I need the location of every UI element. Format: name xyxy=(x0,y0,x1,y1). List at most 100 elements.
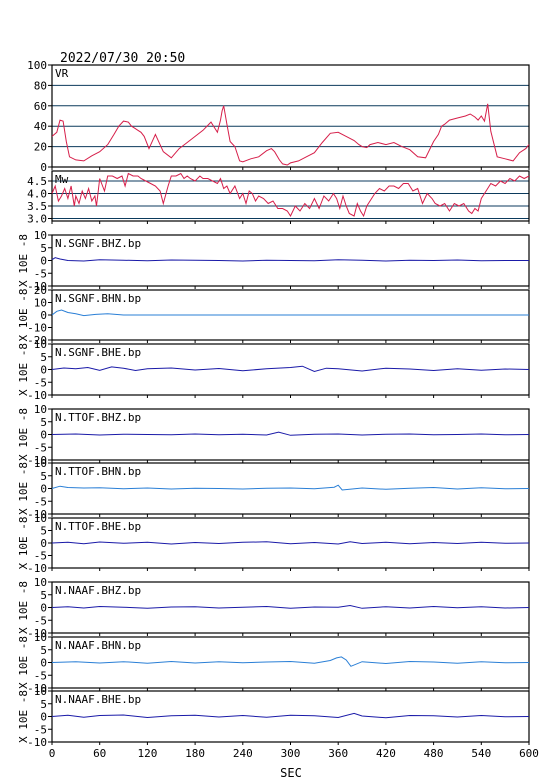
x-axis-label: SEC xyxy=(280,766,302,780)
y-tick-label: 0 xyxy=(40,483,47,496)
series-line-0 xyxy=(51,172,530,218)
y-tick-label: 20 xyxy=(34,284,47,297)
panel-label: VR xyxy=(55,67,69,80)
series-line-0 xyxy=(51,257,529,262)
series-line-0 xyxy=(51,604,530,609)
series-line-0 xyxy=(51,712,530,719)
y-tick-label: -5 xyxy=(34,267,47,280)
y-tick-label: 5 xyxy=(40,470,47,483)
y-tick-label: -5 xyxy=(34,495,47,508)
y-tick-label: -10 xyxy=(27,322,47,335)
panel-label: N.NAAF.BHN.bp xyxy=(55,639,141,652)
y-tick-label: 100 xyxy=(27,59,47,72)
y-tick-label: 0 xyxy=(40,602,47,615)
y-tick-label: -10 xyxy=(27,627,47,640)
y-tick-label: -10 xyxy=(27,454,47,467)
y-tick-label: 0 xyxy=(40,711,47,724)
y-axis-label: X 10E -8 xyxy=(17,690,30,743)
x-tick-label: 480 xyxy=(424,747,444,760)
series-line-0 xyxy=(51,103,530,166)
y-tick-label: -10 xyxy=(27,736,47,749)
y-tick-label: -10 xyxy=(27,508,47,521)
y-tick-label: -5 xyxy=(34,723,47,736)
y-tick-label: 40 xyxy=(34,120,47,133)
x-tick-label: 540 xyxy=(471,747,491,760)
panel-label: N.SGNF.BHZ.bp xyxy=(55,237,141,250)
panel-label: N.NAAF.BHE.bp xyxy=(55,693,141,706)
panel-frame xyxy=(51,64,530,168)
y-tick-label: 10 xyxy=(34,297,47,310)
panel-label: N.TTOF.BHE.bp xyxy=(55,520,141,533)
y-tick-label: -10 xyxy=(27,389,47,402)
y-axis-label: X 10E -8 xyxy=(17,343,30,396)
y-tick-label: 10 xyxy=(34,338,47,351)
y-tick-label: 3.0 xyxy=(27,213,47,226)
y-tick-label: -10 xyxy=(27,682,47,695)
series-line-0 xyxy=(51,309,529,317)
y-tick-label: 10 xyxy=(34,457,47,470)
y-tick-label: 60 xyxy=(34,100,47,113)
y-tick-label: 10 xyxy=(34,512,47,525)
y-tick-label: 10 xyxy=(34,229,47,242)
series-line-0 xyxy=(51,484,530,491)
y-tick-label: 5 xyxy=(40,351,47,364)
x-tick-label: 240 xyxy=(233,747,253,760)
figure-datetime: 2022/07/30 20:50 xyxy=(60,51,185,66)
panel-label: N.SGNF.BHN.bp xyxy=(55,292,141,305)
y-axis-label: X 10E -8 xyxy=(17,408,30,461)
y-axis-label: X 10E -8 xyxy=(17,462,30,515)
y-tick-label: 0 xyxy=(40,255,47,268)
y-tick-label: -5 xyxy=(34,550,47,563)
y-tick-label: 0 xyxy=(40,537,47,550)
x-tick-label: 420 xyxy=(376,747,396,760)
y-tick-label: 20 xyxy=(34,141,47,154)
series-line-0 xyxy=(51,431,530,436)
y-tick-label: -10 xyxy=(27,280,47,293)
y-tick-label: 5 xyxy=(40,589,47,602)
y-tick-label: 5 xyxy=(40,416,47,429)
y-tick-label: 10 xyxy=(34,631,47,644)
y-axis-label: X 10E -8 xyxy=(17,636,30,689)
y-tick-label: -5 xyxy=(34,376,47,389)
panel-0: 0 20 40 60 80 100 VR xyxy=(27,59,530,174)
y-tick-label: 4.0 xyxy=(27,188,47,201)
y-axis-label: X 10E -8 xyxy=(17,517,30,570)
y-axis-label: X 10E -8 xyxy=(17,289,30,342)
x-tick-label: 120 xyxy=(137,747,157,760)
x-tick-label: 360 xyxy=(328,747,348,760)
series-line-0 xyxy=(51,365,530,373)
panel-1: 3.03.54.04.5 Mw xyxy=(27,170,530,226)
y-axis-label: X 10E -8 xyxy=(17,581,30,634)
x-tick-label: 0 xyxy=(49,747,56,760)
y-tick-label: 0 xyxy=(40,429,47,442)
series-line-0 xyxy=(51,541,530,545)
x-tick-label: 600 xyxy=(519,747,539,760)
x-tick-label: 60 xyxy=(93,747,106,760)
y-tick-label: 5 xyxy=(40,644,47,657)
y-tick-label: 3.5 xyxy=(27,200,47,213)
y-tick-label: 5 xyxy=(40,525,47,538)
y-tick-label: 80 xyxy=(34,79,47,92)
panel-label: N.NAAF.BHZ.bp xyxy=(55,584,141,597)
panel-label: N.TTOF.BHZ.bp xyxy=(55,411,141,424)
panel-label: N.SGNF.BHE.bp xyxy=(55,346,141,359)
y-tick-label: 10 xyxy=(34,685,47,698)
panel-label: Mw xyxy=(55,173,69,186)
y-tick-label: 5 xyxy=(40,242,47,255)
y-tick-label: 0 xyxy=(40,657,47,670)
y-axis-label: X 10E -8 xyxy=(17,234,30,287)
y-tick-label: -10 xyxy=(27,562,47,575)
panel-label: N.TTOF.BHN.bp xyxy=(55,465,141,478)
panel-frame xyxy=(51,170,530,222)
x-tick-label: 300 xyxy=(281,747,301,760)
y-tick-label: 10 xyxy=(34,403,47,416)
